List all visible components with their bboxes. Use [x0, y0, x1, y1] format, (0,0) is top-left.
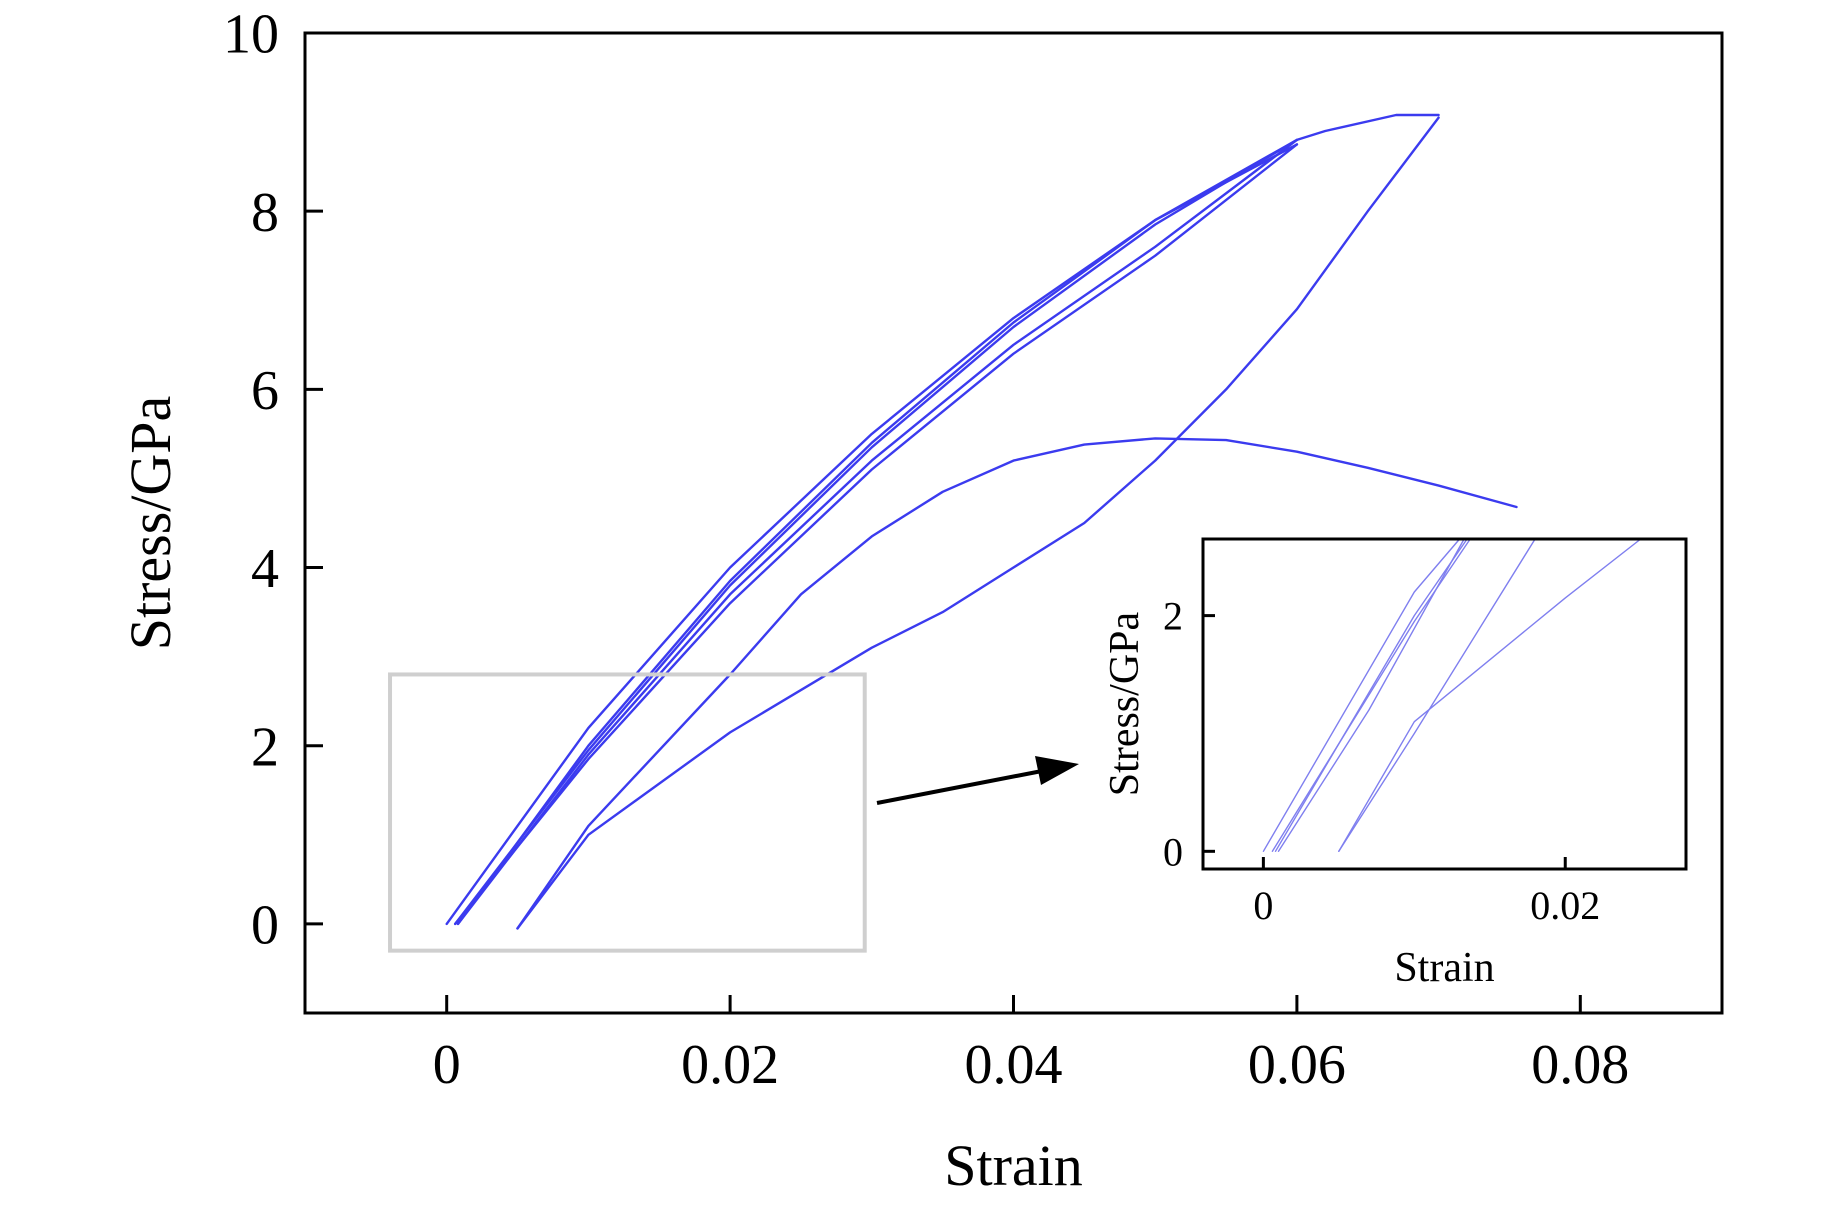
- inset-background: [1203, 539, 1686, 869]
- inset-series-line-inset-e: [1338, 538, 1536, 852]
- inset-x-axis-title: Strain: [1394, 945, 1494, 991]
- main-x-tick-label: 0.08: [1531, 1034, 1629, 1096]
- main-y-tick-label: 6: [251, 360, 279, 422]
- zoom-arrow: [876, 756, 1079, 805]
- inset-series-line-inset-a: [1262, 538, 1461, 852]
- inset-series-line-inset-f: [1338, 538, 1642, 852]
- inset-plot-frame: [1201, 537, 1688, 871]
- inset-plot: 0 0.02 0 2 Strain Stress/GPa: [1102, 537, 1688, 991]
- main-x-tick-label: 0.04: [965, 1034, 1063, 1096]
- main-x-axis-title: Strain: [944, 1133, 1083, 1198]
- inset-series-line-inset-d: [1277, 538, 1465, 852]
- inset-y-tick-label: 2: [1163, 594, 1183, 639]
- zoom-arrow-shaft: [876, 769, 1043, 805]
- zoom-arrow-head: [1035, 756, 1079, 785]
- main-series-line-unloading-2: [454, 143, 1299, 926]
- inset-y-tick-label: 0: [1163, 829, 1183, 874]
- inset-series-line-inset-c: [1271, 538, 1471, 852]
- main-series-line-unloading-3: [516, 116, 1440, 930]
- main-series-line-reloading-1: [456, 143, 1299, 926]
- main-x-tick-label: 0: [433, 1034, 461, 1096]
- main-y-tick-label: 4: [251, 538, 279, 600]
- main-series-line-reloading-2: [454, 113, 1440, 926]
- main-y-tick-label: 0: [251, 895, 279, 957]
- main-series-line-final-loading: [516, 437, 1518, 930]
- main-y-tick-label: 10: [223, 4, 279, 66]
- main-plot: 0 0.02 0.04 0.06 0.08 0 2 4 6 8 10 Strain Stress/GPa: [118, 4, 1724, 1198]
- main-series-line-unloading-1: [456, 138, 1299, 926]
- inset-x-tick-label: 0.02: [1530, 883, 1600, 928]
- main-x-tick-label: 0.06: [1248, 1034, 1346, 1096]
- main-x-tick-label: 0.02: [681, 1034, 779, 1096]
- inset-y-axis-title: Stress/GPa: [1102, 611, 1148, 796]
- main-series-line-loading-1: [445, 138, 1299, 926]
- main-y-tick-label: 8: [251, 182, 279, 244]
- zoom-region-box: [388, 672, 867, 953]
- main-y-tick-label: 2: [251, 716, 279, 778]
- main-y-axis-title: Stress/GPa: [118, 396, 183, 651]
- inset-x-tick-label: 0: [1253, 883, 1273, 928]
